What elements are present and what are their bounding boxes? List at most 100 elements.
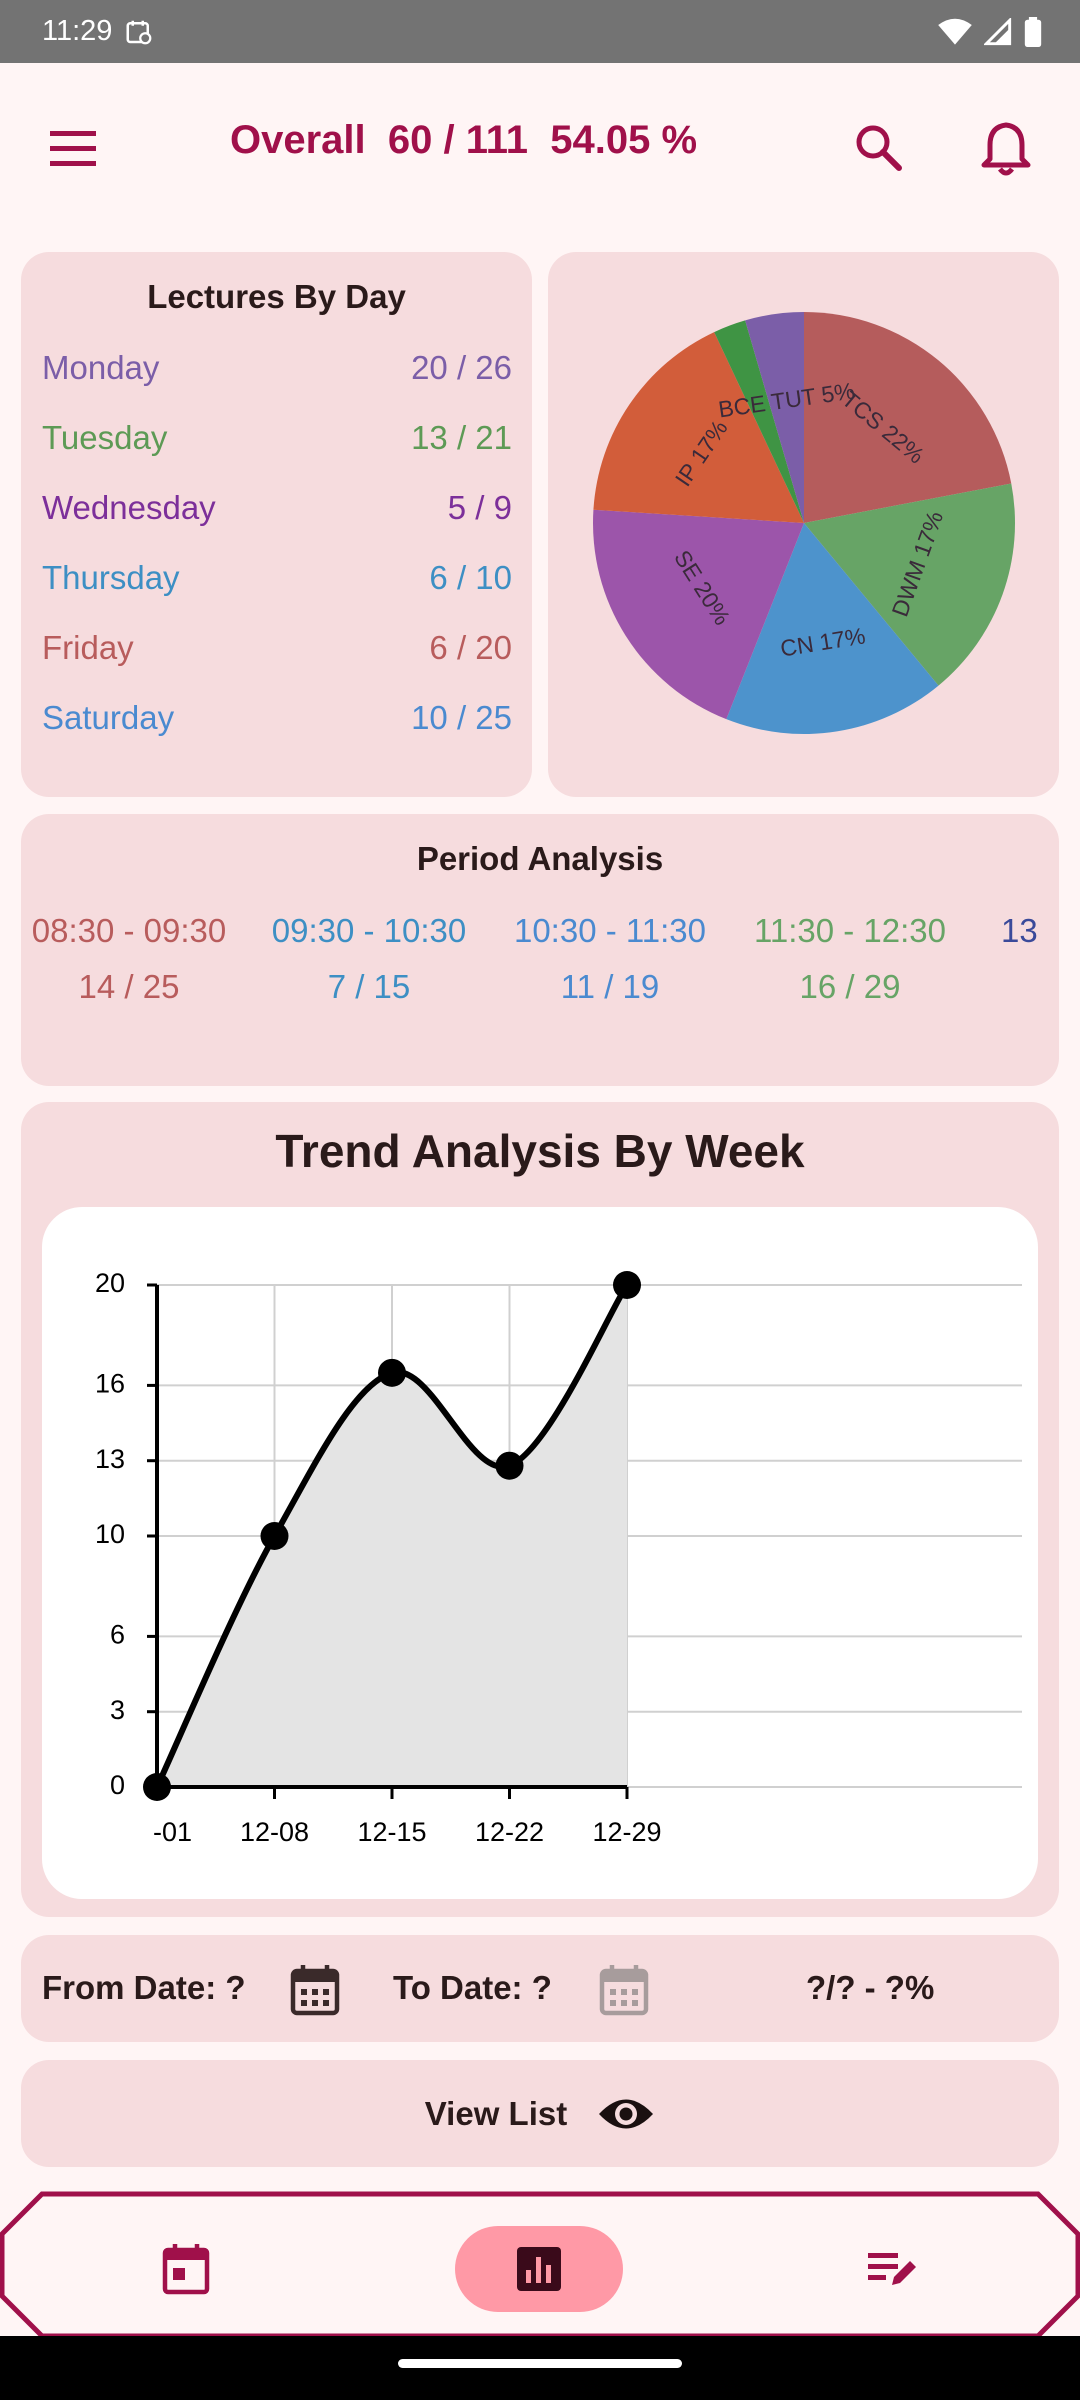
menu-button[interactable] [46,123,102,173]
day-count: 5 / 9 [447,489,512,526]
x-tick-label: 12-08 [240,1817,309,1847]
nav-analytics[interactable] [455,2226,623,2312]
x-tick-label: 12-15 [357,1817,426,1847]
period-count: 11 / 19 [560,968,660,1005]
y-tick-label: 0 [110,1770,125,1800]
day-count: 6 / 20 [429,629,512,666]
period-time: 08:30 - 09:30 [31,912,227,949]
period-item: 09:30 - 10:30 7 / 15 [249,912,489,1006]
calendar-sync-icon [126,20,152,44]
period-title: Period Analysis [416,840,664,877]
trend-area [157,1285,627,1787]
trend-point [495,1451,524,1480]
period-count: 16 / 29 [799,968,901,1005]
pie-slice [714,320,804,523]
y-tick-label: 10 [95,1519,125,1549]
y-tick-label: 13 [95,1444,125,1474]
period-item: 10:30 - 11:30 11 / 19 [490,912,730,1006]
pie-slice [593,332,804,523]
x-tick-label: 12-29 [592,1817,661,1847]
pie-slice [745,312,804,523]
period-time: 09:30 - 10:30 [271,912,467,949]
menu-icon [50,131,96,166]
from-date-label: From Date: ? [42,1969,246,2006]
day-count: 13 / 21 [411,419,512,456]
pie-slice [804,483,1015,686]
to-date-label: To Date: ? [393,1969,552,2006]
wifi-icon [938,18,972,45]
day-count: 10 / 25 [411,699,512,736]
trend-card: Trend Analysis By Week 0 3 6 10 13 16 20 -01 12-… [21,1102,1059,1917]
view-list-label: View List [424,2094,568,2132]
signal-icon [984,17,1012,45]
day-name: Saturday [42,699,175,736]
battery-icon [1024,16,1042,47]
day-name: Monday [42,349,160,386]
gesture-handle[interactable] [398,2359,682,2368]
trend-chart-box: 0 3 6 10 13 16 20 -01 12-08 12-15 12-22 12-29 [42,1207,1038,1899]
calendar-icon [599,1965,649,2016]
period-time: 11:30 - 12:30 [753,912,947,949]
search-icon [856,125,902,171]
app-bar: Overall 60 / 111 54.05 % [0,63,1080,233]
lectures-by-day-card: Lectures By Day Monday 20 / 26 Tuesday 13 /… [21,252,532,797]
nav-edit-list[interactable] [846,2226,938,2312]
trend-chart: 0 3 6 10 13 16 20 -01 12-08 12-15 12-22 12-29 [95,1268,1022,1847]
day-name: Wednesday [42,489,216,526]
day-name: Friday [42,629,134,666]
day-row: Wednesday 5 / 9 [42,489,512,533]
analytics-icon [517,2247,561,2291]
day-name: Tuesday [42,419,168,456]
y-tick-label: 20 [95,1268,125,1298]
y-tick-label: 3 [110,1695,125,1725]
lectures-title: Lectures By Day [147,278,406,315]
notifications-button[interactable] [978,119,1034,177]
period-time: 13 [1001,912,1038,949]
subject-pie-card: TCS 22% DWM 17% CN 17% SE 20% IP 17% BCE TUT … [548,252,1059,797]
day-name: Thursday [42,559,180,596]
day-row: Monday 20 / 26 [42,349,512,393]
day-row: Thursday 6 / 10 [42,559,512,603]
day-count: 6 / 10 [429,559,512,596]
x-tick-label: -01 [153,1817,192,1847]
trend-point [378,1358,406,1387]
y-tick-label: 16 [95,1369,125,1399]
period-item: 08:30 - 09:30 14 / 25 [21,912,249,1006]
period-item: 11:30 - 12:30 16 / 29 [730,912,970,1006]
to-date-button[interactable] [599,1963,649,2017]
from-date-button[interactable] [290,1963,340,2017]
nav-calendar[interactable] [140,2226,232,2312]
day-count: 20 / 26 [411,349,512,386]
date-range-result: ?/? - ?% [806,1969,935,2006]
calendar-icon [290,1965,340,2016]
y-tick-label: 6 [110,1620,125,1650]
trend-point [143,1773,171,1801]
calendar-today-icon [162,2244,210,2295]
bell-icon [981,122,1031,176]
period-count: 14 / 25 [78,968,180,1005]
view-list-button[interactable]: View List [21,2060,1059,2167]
period-analysis-card: Period Analysis 08:30 - 09:30 14 / 25 09:3… [21,814,1059,1086]
status-time: 11:29 [42,15,113,47]
trend-point [260,1522,289,1550]
trend-title: Trend Analysis By Week [275,1125,805,1177]
trend-point [613,1271,641,1299]
period-item: 13 [1001,912,1059,968]
pie-slice [804,312,1012,523]
period-time: 10:30 - 11:30 [513,912,707,949]
day-row: Friday 6 / 20 [42,629,512,673]
edit-list-icon [868,2253,916,2285]
period-count: 7 / 15 [327,968,411,1005]
subject-pie-chart: TCS 22%DWM 17%CN 17%SE 20%IP 17%BCE TUT … [593,312,1015,734]
x-tick-label: 12-22 [475,1817,544,1847]
date-filter-card: From Date: ? To Date: ? ?/? - ?% [21,1935,1059,2042]
pie-slice [593,509,804,720]
pie-slice [726,523,939,734]
search-button[interactable] [852,121,906,175]
day-row: Tuesday 13 / 21 [42,419,512,463]
eye-icon [599,2099,654,2128]
bottom-navigation [0,2190,1080,2340]
system-gesture-bar [0,2336,1080,2400]
page-title: Overall 60 / 111 54.05 % [230,118,698,162]
day-row: Saturday 10 / 25 [42,699,512,743]
